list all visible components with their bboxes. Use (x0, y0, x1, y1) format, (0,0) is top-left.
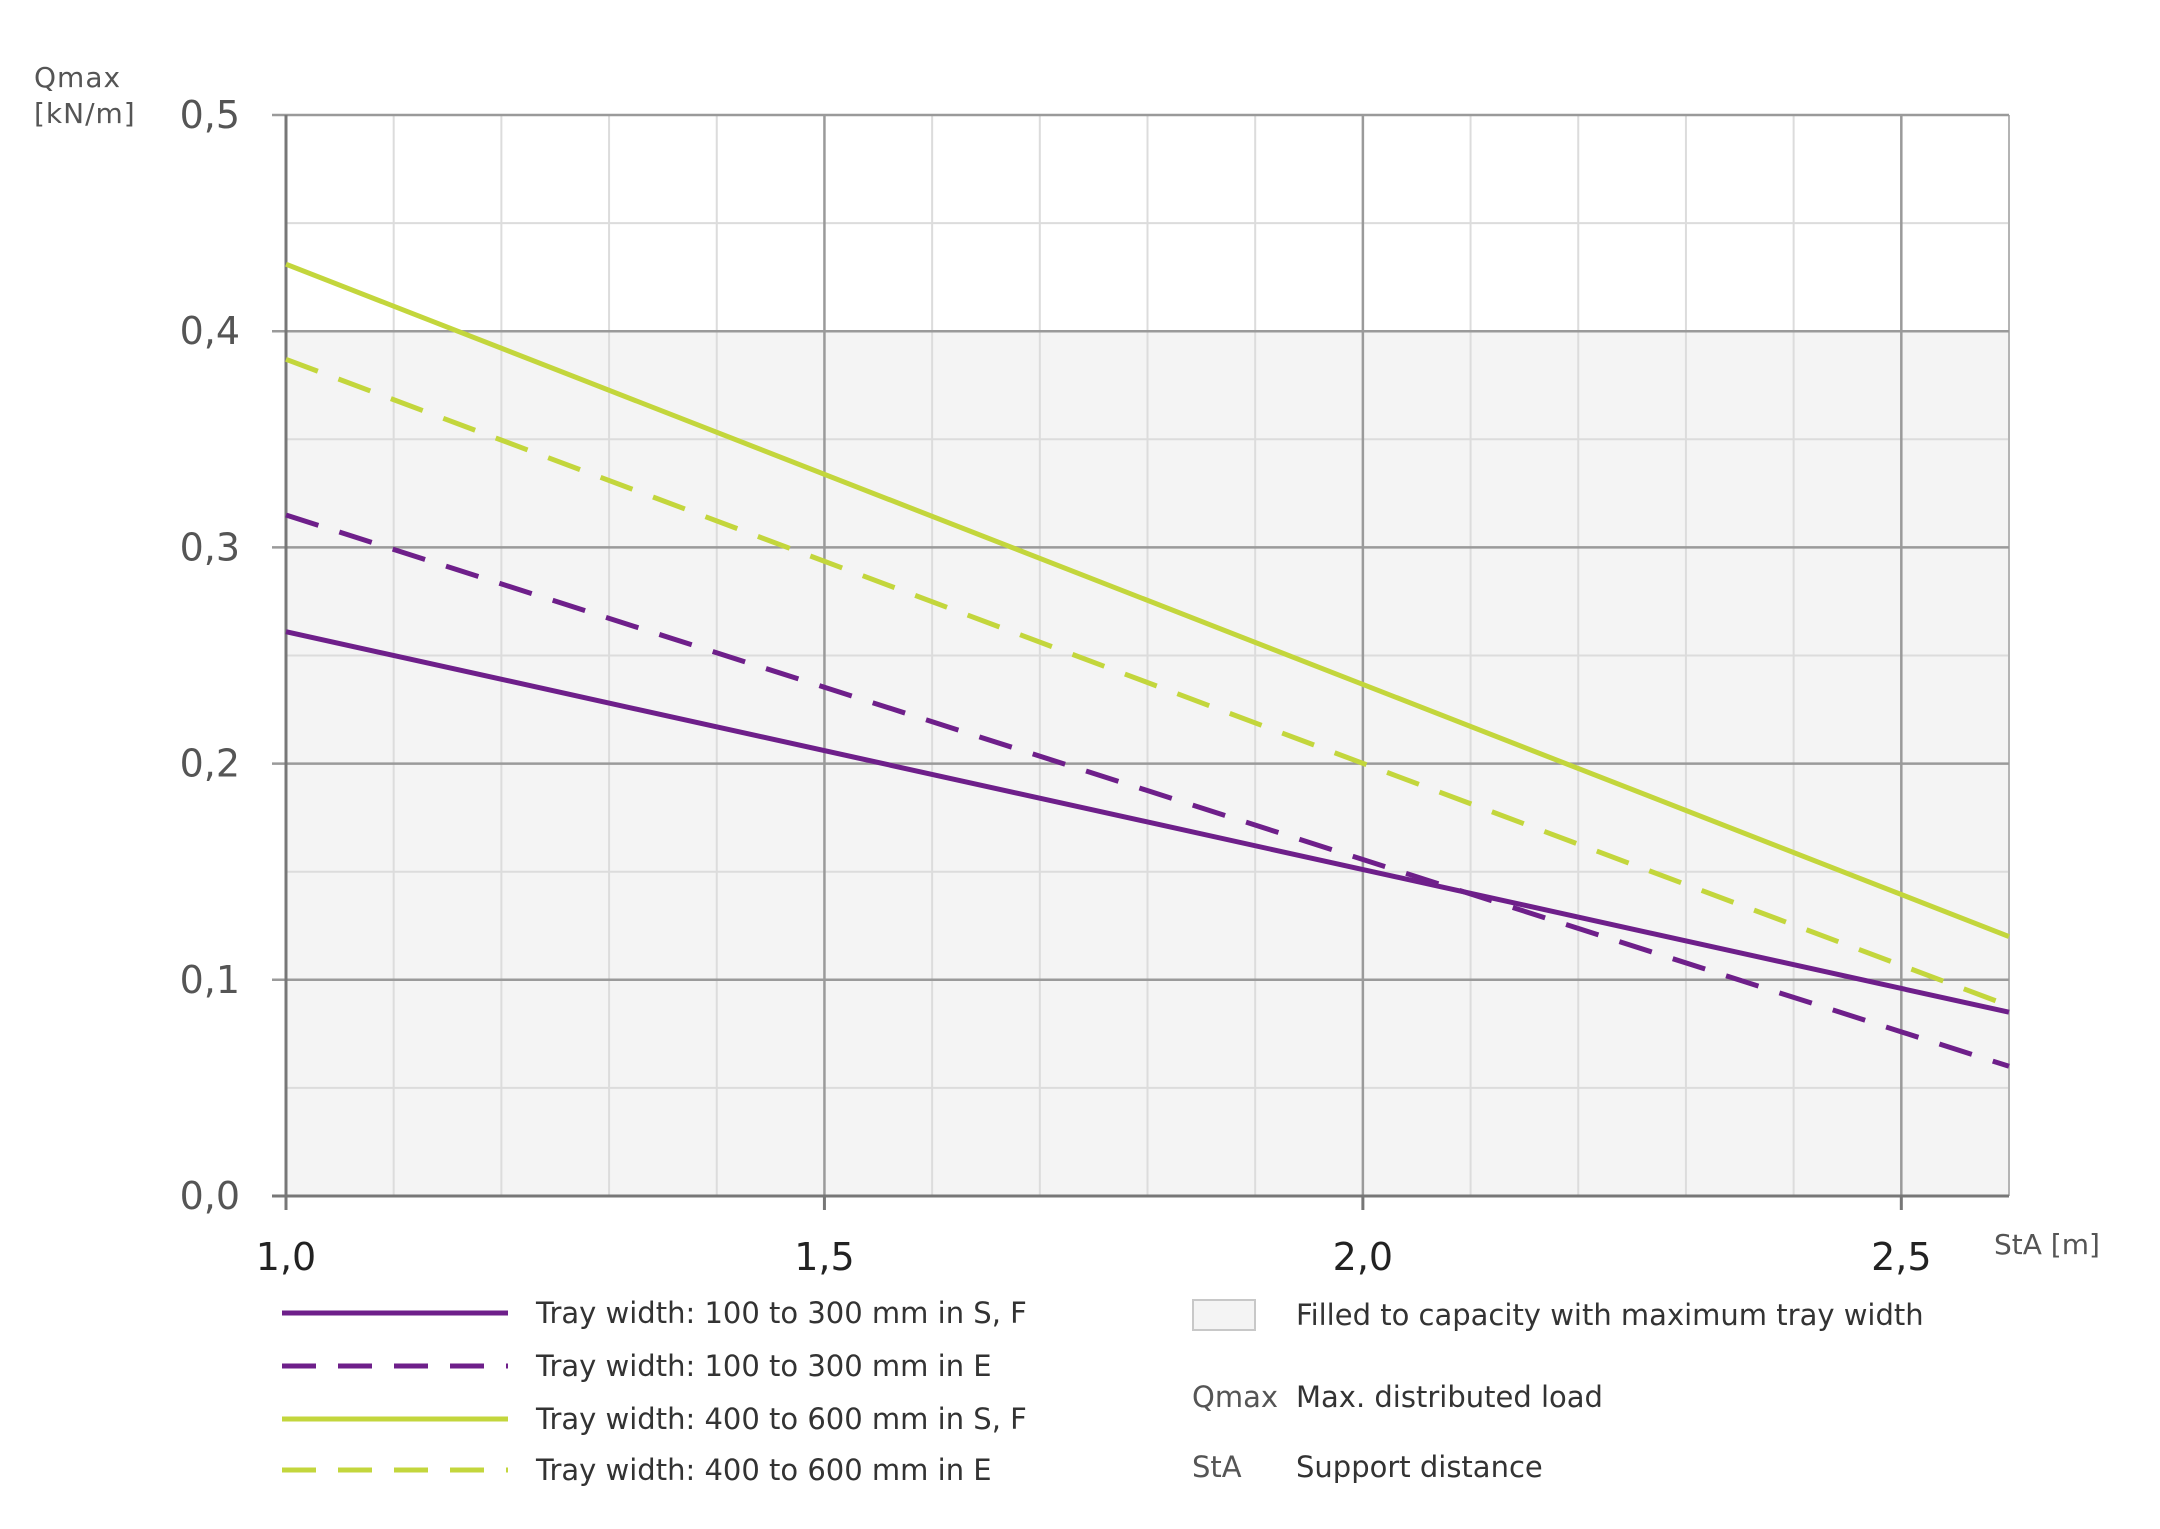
series-lines (285, 261, 2010, 1069)
y-tick-label: 0,4 (180, 309, 240, 353)
series-line-1 (285, 629, 2010, 1015)
x-axis-label: StA [m] (1994, 1228, 2100, 1261)
y-tick-label: 0,3 (180, 525, 240, 569)
y-tick-label: 0,5 (180, 93, 240, 137)
series-line-3 (285, 261, 2010, 939)
tick-labels: 0,0 0,1 0,2 0,3 0,4 0,5 1,0 1,5 2,0 2,5 (180, 93, 1932, 1279)
x-tick-label: 2,0 (1333, 1235, 1393, 1279)
x-tick-label: 1,5 (794, 1235, 854, 1279)
y-tick-label: 0,1 (180, 958, 240, 1002)
grid-lines (272, 113, 2010, 1198)
x-tick-label: 2,5 (1871, 1235, 1931, 1279)
y-tick-label: 0,2 (180, 742, 240, 786)
axes (272, 115, 2009, 1210)
series-line-2 (285, 512, 2010, 1069)
y-axis-label: Qmax [kN/m] (34, 60, 136, 132)
y-axis-label-unit: [kN/m] (34, 97, 136, 130)
y-axis-label-name: Qmax (34, 61, 122, 94)
series-line-4 (285, 356, 2010, 1009)
y-tick-label: 0,0 (180, 1174, 240, 1218)
x-tick-label: 1,0 (256, 1235, 316, 1279)
